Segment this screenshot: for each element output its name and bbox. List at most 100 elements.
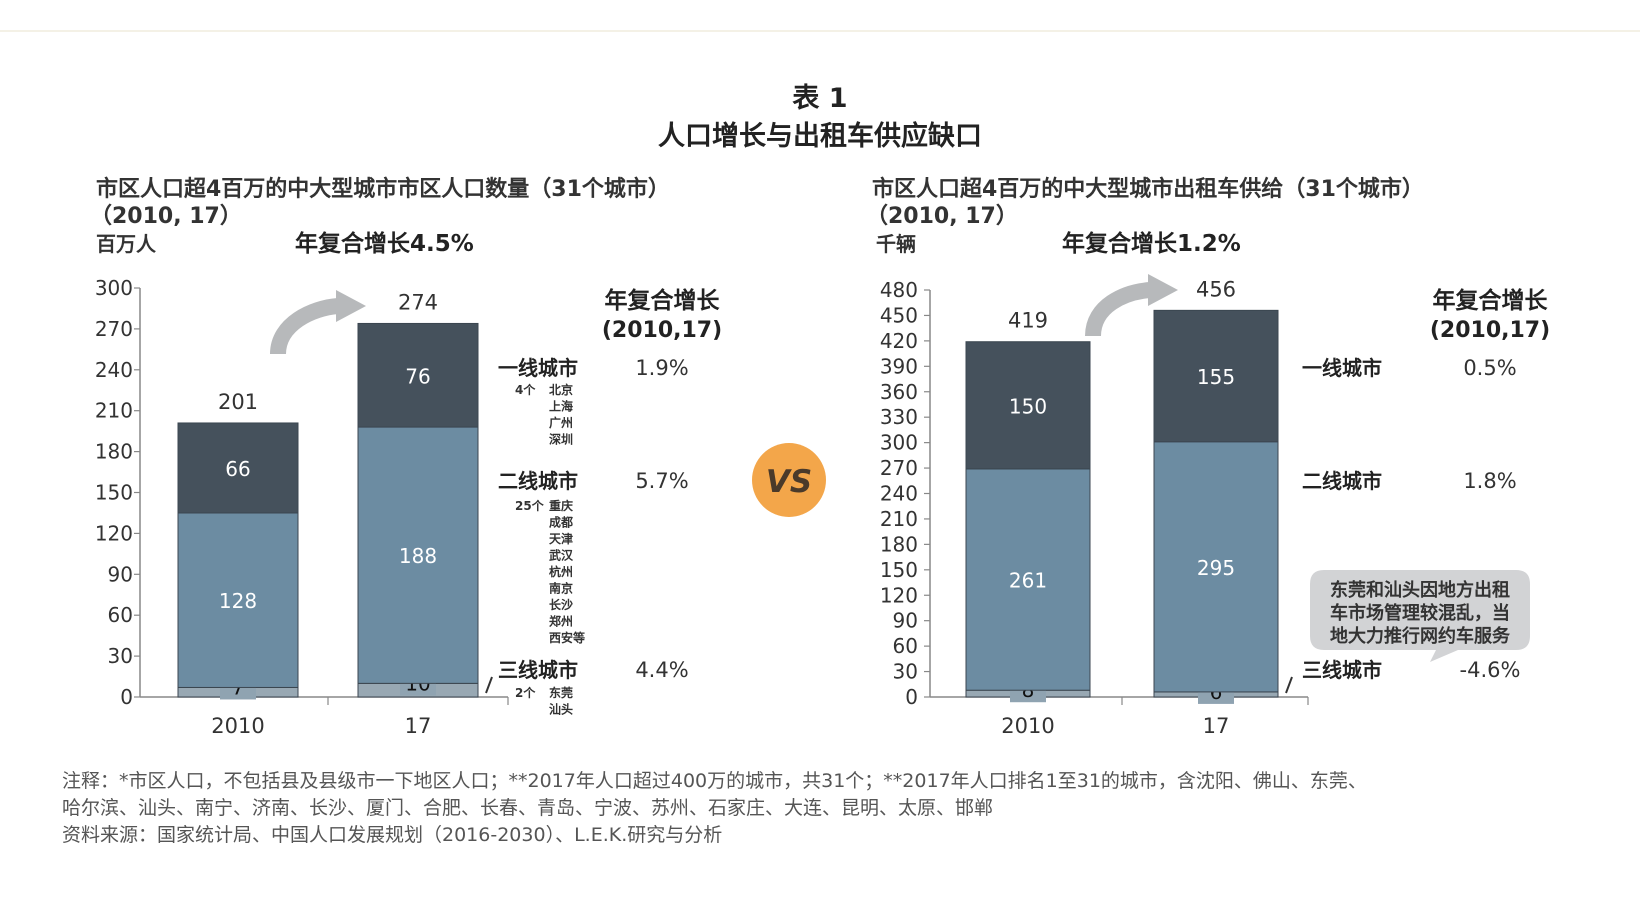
- bar-segment: [965, 468, 1091, 691]
- cagr-value: -4.6%: [1460, 658, 1521, 682]
- y-axis-unit: 百万人: [96, 232, 157, 256]
- footnote-line: 哈尔滨、汕头、南宁、济南、长沙、厦门、合肥、长春、青岛、宁波、苏州、石家庄、大连…: [62, 797, 994, 819]
- x-tick-label: 17: [405, 714, 432, 738]
- footnotes: 注释：*市区人口，不包括县及县级市一下地区人口；**2017年人口超过400万的…: [62, 768, 1367, 849]
- leader-mark: [485, 676, 493, 694]
- y-tick-label: 180: [880, 532, 918, 556]
- y-tick-label: 0: [905, 685, 918, 709]
- x-tick-label: 2010: [1001, 714, 1054, 738]
- category-label: 一线城市: [498, 356, 578, 380]
- x-tick-label: 17: [1203, 714, 1230, 738]
- city-name: 广州: [549, 415, 573, 430]
- page-title: 人口增长与出租车供应缺口: [658, 121, 982, 152]
- city-name: 南京: [549, 581, 573, 596]
- callout-text: 地大力推行网约车服务: [1330, 625, 1511, 647]
- bar-total-label: 274: [398, 290, 438, 314]
- bar-total-label: 419: [1008, 309, 1048, 333]
- growth-arrow-head: [336, 290, 366, 322]
- city-name: 西安等: [549, 630, 585, 645]
- y-tick-label: 240: [880, 482, 918, 506]
- city-name: 郑州: [549, 614, 573, 629]
- city-name: 重庆: [549, 498, 573, 513]
- bar-total-label: 201: [218, 390, 258, 414]
- bar-segment: [357, 322, 479, 428]
- cagr-value: 5.7%: [635, 469, 688, 493]
- chart-subtitle-period: （2010, 17）: [90, 204, 242, 229]
- y-tick-label: 480: [880, 278, 918, 302]
- city-count: 25个: [515, 498, 545, 513]
- bar-segment: [177, 512, 299, 688]
- growth-label: 年复合增长1.2%: [1062, 230, 1241, 257]
- city-name: 长沙: [549, 597, 573, 612]
- city-count: 4个: [515, 382, 536, 397]
- bar-segment: [965, 341, 1091, 470]
- growth-arrow-head: [1148, 274, 1178, 306]
- y-tick-label: 90: [108, 562, 133, 586]
- vs-label: VS: [766, 464, 812, 500]
- y-tick-label: 60: [893, 634, 918, 658]
- y-tick-label: 210: [95, 399, 133, 423]
- table-number: 表 1: [792, 83, 848, 114]
- cagr-header-period: (2010,17): [602, 318, 722, 343]
- category-label: 三线城市: [1302, 658, 1382, 682]
- y-tick-label: 0: [120, 685, 133, 709]
- city-name: 深圳: [549, 432, 573, 447]
- city-name: 上海: [549, 399, 573, 414]
- y-tick-label: 330: [880, 405, 918, 429]
- callout-text: 车市场管理较混乱，当: [1330, 602, 1510, 624]
- bar-segment: [1153, 309, 1279, 443]
- city-name: 东莞: [549, 685, 573, 700]
- category-label: 一线城市: [1302, 356, 1382, 380]
- city-name: 天津: [549, 531, 573, 546]
- cagr-value: 4.4%: [635, 658, 688, 682]
- y-tick-label: 240: [95, 358, 133, 382]
- cagr-value: 1.8%: [1463, 469, 1516, 493]
- callout-bubble: [1310, 570, 1530, 662]
- cagr-value: 1.9%: [635, 356, 688, 380]
- city-name: 汕头: [549, 702, 573, 717]
- x-tick-label: 2010: [211, 714, 264, 738]
- cagr-value: 0.5%: [1463, 356, 1516, 380]
- bar-value-label: 150: [1009, 394, 1047, 418]
- y-tick-label: 60: [108, 603, 133, 627]
- bar-value-label: 261: [1009, 569, 1047, 593]
- y-tick-label: 270: [880, 456, 918, 480]
- bar-segment: [177, 422, 299, 514]
- cagr-header: 年复合增长: [1433, 287, 1549, 314]
- cagr-header-period: (2010,17): [1430, 318, 1550, 343]
- y-tick-label: 390: [880, 354, 918, 378]
- vs-badge: [752, 443, 826, 517]
- bar-value-label: 155: [1197, 365, 1235, 389]
- y-tick-label: 270: [95, 317, 133, 341]
- cagr-header: 年复合增长: [605, 287, 721, 314]
- y-tick-label: 90: [893, 609, 918, 633]
- y-tick-label: 30: [108, 644, 133, 668]
- chart-subtitle: 市区人口超4百万的中大型城市市区人口数量（31个城市）: [96, 176, 670, 202]
- bar-value-label: 66: [225, 457, 250, 481]
- bar-segment: [357, 426, 479, 684]
- y-tick-label: 120: [880, 583, 918, 607]
- category-label: 三线城市: [498, 658, 578, 682]
- y-tick-label: 120: [95, 521, 133, 545]
- y-tick-label: 300: [880, 431, 918, 455]
- y-axis-unit: 千辆: [876, 232, 916, 256]
- callout-text: 东莞和汕头因地方出租: [1330, 579, 1510, 601]
- chart-subtitle-period: （2010, 17）: [866, 204, 1018, 229]
- city-name: 成都: [549, 515, 573, 530]
- city-name: 杭州: [549, 564, 573, 579]
- y-tick-label: 210: [880, 507, 918, 531]
- leader-mark: [1285, 676, 1293, 694]
- y-tick-label: 30: [893, 660, 918, 684]
- top-divider: [0, 30, 1640, 32]
- bar-value-label: 76: [405, 364, 430, 388]
- y-tick-label: 360: [880, 380, 918, 404]
- bar-total-label: 456: [1196, 277, 1236, 301]
- growth-label: 年复合增长4.5%: [295, 230, 474, 257]
- y-tick-label: 300: [95, 276, 133, 300]
- city-count: 2个: [515, 685, 536, 700]
- bar-value-label: 128: [219, 589, 257, 613]
- category-label: 二线城市: [498, 469, 578, 493]
- y-tick-label: 450: [880, 303, 918, 327]
- y-tick-label: 420: [880, 329, 918, 353]
- charts-canvas: 市区人口超4百万的中大型城市市区人口数量（31个城市）（2010, 17）百万人…: [90, 176, 1550, 738]
